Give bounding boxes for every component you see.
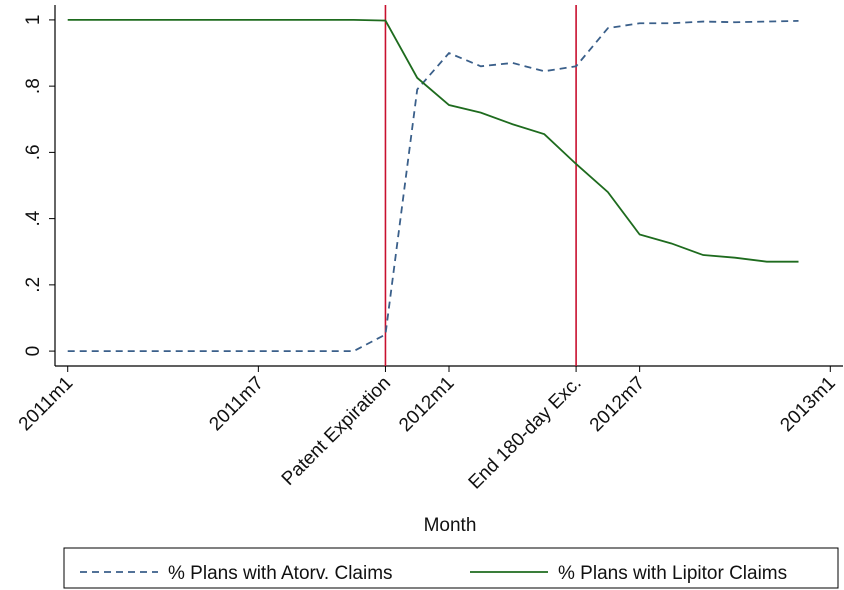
x-tick-label: End 180-day Exc.	[465, 373, 586, 494]
y-tick-label: 1	[23, 15, 44, 26]
y-tick-label: .4	[23, 210, 44, 226]
x-axis-title: Month	[424, 515, 477, 536]
legend-label: % Plans with Atorv. Claims	[168, 563, 393, 584]
x-tick-label: 2011m1	[15, 373, 77, 435]
x-tick-label: Patent Expiration	[278, 373, 395, 490]
x-tick-label: 2012m1	[395, 373, 458, 436]
legend-label: % Plans with Lipitor Claims	[558, 563, 787, 584]
x-tick-label: 2012m7	[586, 373, 649, 436]
legend	[63, 547, 839, 589]
y-tick-label: .8	[23, 78, 44, 94]
x-tick-label: 2011m7	[205, 373, 267, 435]
y-tick-label: 0	[23, 346, 44, 357]
y-tick-label: .6	[23, 144, 44, 160]
series-line	[67, 19, 799, 352]
series-line	[67, 19, 799, 263]
x-tick-label: 2013m1	[776, 373, 839, 436]
y-tick-label: .2	[23, 277, 44, 293]
